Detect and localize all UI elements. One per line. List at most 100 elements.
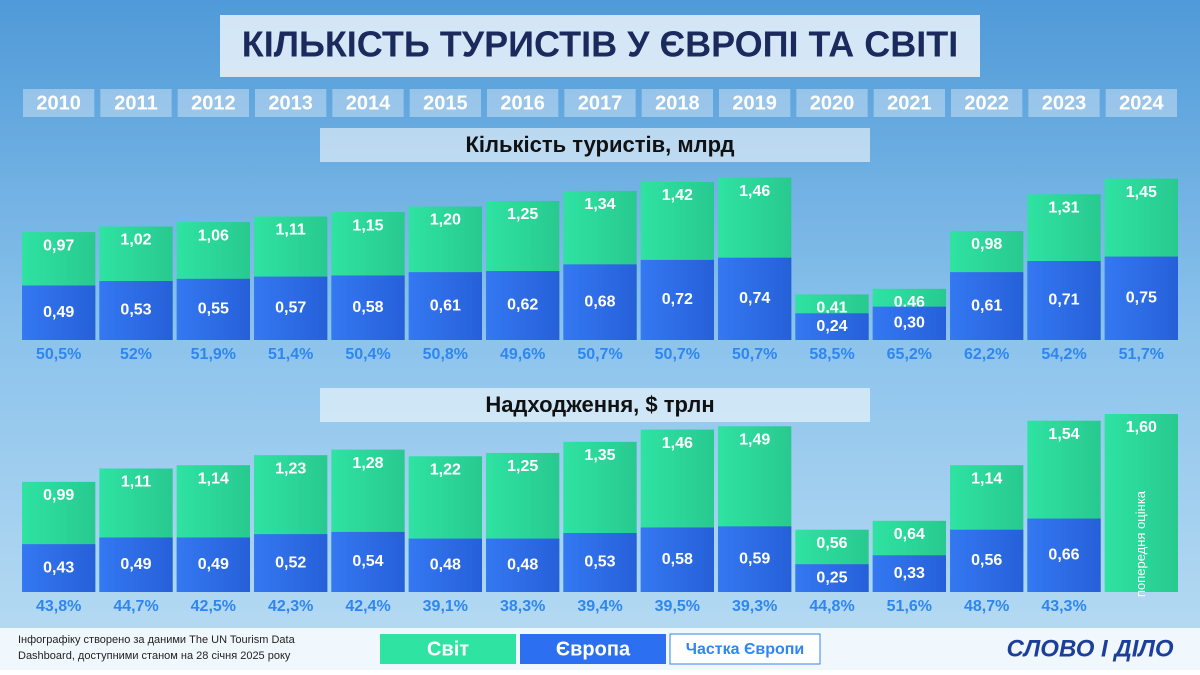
legend-label: Частка Європи xyxy=(686,641,805,658)
share-label: 50,7% xyxy=(655,346,700,363)
x-tick-label: 2013 xyxy=(268,92,313,114)
europe-value-label: 0,71 xyxy=(1048,292,1079,309)
europe-bar xyxy=(563,264,637,340)
x-tick-label: 2018 xyxy=(655,92,700,114)
year-box xyxy=(332,89,404,117)
share-label: 62,2% xyxy=(964,346,1009,363)
share-label: 44,7% xyxy=(113,598,158,615)
europe-value-label: 0,33 xyxy=(894,565,925,582)
europe-value-label: 0,25 xyxy=(816,569,847,586)
europe-value-label: 0,48 xyxy=(507,557,538,574)
share-label: 52% xyxy=(120,346,152,363)
share-label: 51,7% xyxy=(1119,346,1164,363)
world-value-label: 1,31 xyxy=(1048,199,1079,216)
europe-bar xyxy=(99,537,173,592)
europe-bar xyxy=(795,313,869,340)
europe-bar xyxy=(795,564,869,592)
legend-label: Світ xyxy=(427,638,469,660)
x-tick-label: 2010 xyxy=(36,92,81,114)
world-value-label: 1,11 xyxy=(121,474,151,491)
share-label: 39,5% xyxy=(655,598,700,615)
title: КІЛЬКІСТЬ ТУРИСТІВ У ЄВРОПІ ТА СВІТІ xyxy=(242,24,959,65)
year-box xyxy=(1028,89,1100,117)
x-tick-label: 2014 xyxy=(346,92,391,114)
x-tick-label: 2017 xyxy=(578,92,623,114)
share-label: 43,8% xyxy=(36,598,81,615)
world-value-label: 1,35 xyxy=(584,447,615,464)
year-box xyxy=(177,89,249,117)
europe-value-label: 0,49 xyxy=(198,556,229,573)
europe-bar xyxy=(331,275,405,340)
europe-bar xyxy=(718,257,792,340)
annotation: попередня оцінка xyxy=(1133,490,1148,597)
share-label: 44,8% xyxy=(809,598,854,615)
x-tick-label: 2015 xyxy=(423,92,468,114)
world-value-label: 0,97 xyxy=(43,237,74,254)
year-box xyxy=(23,89,95,117)
europe-value-label: 0,74 xyxy=(739,290,770,307)
brand-logo: СЛОВО І ДІЛО xyxy=(1006,635,1173,662)
europe-value-label: 0,58 xyxy=(352,299,383,316)
share-label: 49,6% xyxy=(500,346,545,363)
europe-value-label: 0,43 xyxy=(43,559,74,576)
europe-bar xyxy=(22,285,96,340)
europe-bar xyxy=(331,531,405,592)
europe-value-label: 0,68 xyxy=(584,293,615,310)
year-box xyxy=(873,89,945,117)
share-label: 42,3% xyxy=(268,598,313,615)
world-value-label: 1,20 xyxy=(430,212,461,229)
x-tick-label: 2020 xyxy=(810,92,855,114)
europe-bar xyxy=(254,276,328,340)
europe-value-label: 0,55 xyxy=(198,301,229,318)
world-value-label: 1,60 xyxy=(1126,419,1157,436)
year-box xyxy=(719,89,791,117)
world-value-label: 1,54 xyxy=(1048,426,1079,443)
world-value-label: 1,49 xyxy=(739,431,770,448)
source: Dashboard, доступними станом на 28 січня… xyxy=(18,650,291,662)
europe-value-label: 0,75 xyxy=(1126,290,1157,307)
europe-bar xyxy=(950,529,1024,592)
year-box xyxy=(951,89,1023,117)
world-value-label: 1,23 xyxy=(275,460,306,477)
europe-bar xyxy=(1027,261,1101,340)
year-box xyxy=(100,89,172,117)
europe-value-label: 0,61 xyxy=(971,297,1002,314)
europe-bar xyxy=(408,538,482,592)
europe-bar xyxy=(718,526,792,592)
europe-value-label: 0,52 xyxy=(275,554,306,571)
world-bar xyxy=(1104,414,1178,592)
x-tick-label: 2022 xyxy=(964,92,1009,114)
share-label: 42,4% xyxy=(345,598,390,615)
share-label: 50,5% xyxy=(36,346,81,363)
share-label: 48,7% xyxy=(964,598,1009,615)
legend-label: Європа xyxy=(556,638,631,660)
europe-bar xyxy=(640,259,714,340)
europe-value-label: 0,61 xyxy=(430,297,461,314)
europe-value-label: 0,72 xyxy=(662,291,693,308)
europe-value-label: 0,49 xyxy=(120,556,151,573)
europe-value-label: 0,30 xyxy=(894,315,925,332)
share-label: 54,2% xyxy=(1041,346,1086,363)
share-label: 50,4% xyxy=(345,346,390,363)
europe-value-label: 0,48 xyxy=(430,557,461,574)
world-value-label: 1,28 xyxy=(352,455,383,472)
title-box xyxy=(220,15,980,77)
year-box xyxy=(409,89,481,117)
europe-value-label: 0,59 xyxy=(739,550,770,567)
year-box xyxy=(641,89,713,117)
world-value-label: 0,41 xyxy=(816,300,847,317)
x-tick-label: 2011 xyxy=(114,92,157,114)
europe-value-label: 0,56 xyxy=(971,552,1002,569)
europe-bar xyxy=(563,533,637,592)
world-value-label: 1,42 xyxy=(662,187,693,204)
legend-swatch xyxy=(380,634,516,664)
world-value-label: 0,56 xyxy=(816,535,847,552)
europe-bar xyxy=(486,271,560,340)
europe-bar xyxy=(99,281,173,340)
europe-bar xyxy=(1027,518,1101,592)
share-label: 43,3% xyxy=(1041,598,1086,615)
europe-value-label: 0,49 xyxy=(43,304,74,321)
world-value-label: 0,99 xyxy=(43,487,74,504)
share-label: 39,3% xyxy=(732,598,777,615)
